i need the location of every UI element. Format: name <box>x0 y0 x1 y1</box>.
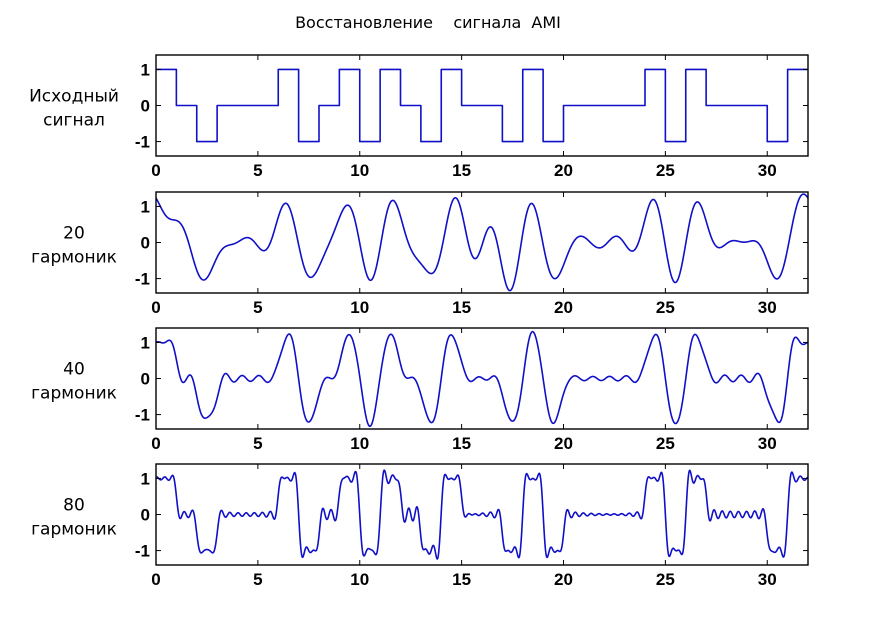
x-tick-label: 0 <box>151 434 160 453</box>
panel-ylabel-line: гармоник <box>31 248 117 268</box>
y-tick-label: 1 <box>141 197 150 216</box>
y-tick-label: 0 <box>141 506 150 525</box>
x-tick-label: 10 <box>350 434 369 453</box>
panel-ylabel-line: 80 <box>63 496 85 516</box>
panel-ylabel-2: 20 гармоник <box>31 224 117 268</box>
y-tick-label: 1 <box>141 333 150 352</box>
panel-ylabel-line: Исходный <box>29 87 119 107</box>
y-tick-label: 0 <box>141 97 150 116</box>
x-tick-label: 20 <box>554 570 573 589</box>
x-tick-label: 0 <box>151 570 160 589</box>
signal-line-2 <box>156 193 808 292</box>
x-tick-label: 20 <box>554 434 573 453</box>
y-tick-label: -1 <box>135 542 150 561</box>
y-tick-label: 1 <box>141 60 150 79</box>
x-tick-label: 15 <box>452 570 471 589</box>
x-tick-label: 15 <box>452 434 471 453</box>
panel-ylabel-3: 40 гармоник <box>31 360 117 404</box>
y-tick-label: 1 <box>141 469 150 488</box>
x-tick-label: 10 <box>350 570 369 589</box>
x-tick-label: 0 <box>151 161 160 180</box>
panel-ylabel-4: 80 гармоник <box>31 496 117 540</box>
panel-ylabel-1: Исходный сигнал <box>29 87 119 131</box>
x-tick-label: 25 <box>656 161 675 180</box>
x-tick-label: 5 <box>253 570 262 589</box>
panel-ylabel-line: 40 <box>63 360 85 380</box>
x-tick-label: 20 <box>554 161 573 180</box>
x-tick-label: 10 <box>350 161 369 180</box>
y-tick-label: -1 <box>135 406 150 425</box>
x-tick-label: 5 <box>253 161 262 180</box>
signal-line-4 <box>156 469 808 560</box>
x-tick-label: 25 <box>656 434 675 453</box>
panel-ylabel-line: гармоник <box>31 384 117 404</box>
panel-ylabel-line: гармоник <box>31 520 117 540</box>
axes-frame-4 <box>155 463 809 566</box>
chart-title: Восстановление сигнала AMI <box>295 13 561 32</box>
y-tick-label: -1 <box>135 270 150 289</box>
x-tick-label: 15 <box>452 298 471 317</box>
x-tick-label: 30 <box>758 161 777 180</box>
x-tick-label: 30 <box>758 434 777 453</box>
signal-line-3 <box>156 330 808 428</box>
x-tick-label: 25 <box>656 570 675 589</box>
x-tick-label: 5 <box>253 298 262 317</box>
signal-line-1 <box>156 68 808 143</box>
panel-ylabel-line: 20 <box>63 224 85 244</box>
x-tick-label: 15 <box>452 161 471 180</box>
panel-ylabel-line: сигнал <box>43 111 105 131</box>
y-tick-label: 0 <box>141 370 150 389</box>
y-tick-label: 0 <box>141 234 150 253</box>
x-tick-label: 20 <box>554 298 573 317</box>
x-tick-label: 0 <box>151 298 160 317</box>
x-tick-label: 30 <box>758 570 777 589</box>
x-tick-label: 25 <box>656 298 675 317</box>
x-tick-label: 30 <box>758 298 777 317</box>
x-tick-label: 10 <box>350 298 369 317</box>
x-tick-label: 5 <box>253 434 262 453</box>
y-tick-label: -1 <box>135 133 150 152</box>
